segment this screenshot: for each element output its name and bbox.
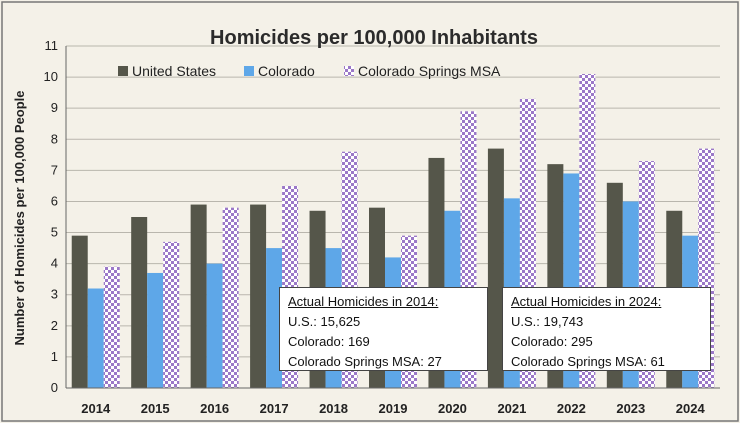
y-tick-label: 3 xyxy=(51,287,58,302)
bar-united-states-2016 xyxy=(190,204,207,388)
legend-swatch xyxy=(344,66,354,76)
bar-colorado-2014 xyxy=(87,288,104,388)
legend-label: Colorado Springs MSA xyxy=(358,63,501,79)
y-axis-label: Number of Homicides per 100,000 People xyxy=(12,90,27,345)
y-tick-label: 6 xyxy=(51,193,58,208)
annotation-line: Colorado Springs MSA: 27 xyxy=(288,354,442,369)
annotation-title: Actual Homicides in 2024: xyxy=(511,294,662,309)
y-tick-label: 5 xyxy=(51,225,58,240)
y-tick-label: 10 xyxy=(44,69,58,84)
bar-colorado-springs-msa-2015 xyxy=(163,241,180,388)
legend-label: Colorado xyxy=(258,63,315,79)
x-tick-label: 2014 xyxy=(81,401,111,416)
legend-label: United States xyxy=(132,63,216,79)
y-tick-label: 9 xyxy=(51,100,58,115)
y-tick-label: 8 xyxy=(51,131,58,146)
y-tick-label: 0 xyxy=(51,380,58,395)
x-tick-label: 2023 xyxy=(616,401,645,416)
bar-colorado-springs-msa-2014 xyxy=(103,266,120,388)
annotation-line: Colorado: 295 xyxy=(511,334,593,349)
x-tick-label: 2018 xyxy=(319,401,348,416)
y-tick-label: 4 xyxy=(51,256,58,271)
y-tick-label: 11 xyxy=(45,38,59,53)
bar-colorado-springs-msa-2016 xyxy=(222,207,239,388)
y-tick-label: 2 xyxy=(51,318,58,333)
chart-title: Homicides per 100,000 Inhabitants xyxy=(210,27,538,49)
x-tick-label: 2021 xyxy=(497,401,526,416)
x-tick-label: 2019 xyxy=(379,401,408,416)
annotation-title: Actual Homicides in 2014: xyxy=(288,294,439,309)
bar-united-states-2015 xyxy=(131,217,148,388)
legend-swatch xyxy=(244,66,254,76)
annotation-line: U.S.: 15,625 xyxy=(288,314,361,329)
annotation-line: U.S.: 19,743 xyxy=(511,314,584,329)
x-tick-label: 2016 xyxy=(200,401,229,416)
annotation-line: Colorado: 169 xyxy=(288,334,370,349)
x-tick-label: 2015 xyxy=(141,401,170,416)
bar-united-states-2017 xyxy=(250,204,267,388)
x-tick-label: 2017 xyxy=(260,401,289,416)
x-tick-label: 2024 xyxy=(676,401,706,416)
legend: United States Colorado Colorado Springs MS… xyxy=(118,63,501,79)
annotation-2024: Actual Homicides in 2024: U.S.: 19,743 C… xyxy=(502,287,711,371)
bar-colorado-2016 xyxy=(206,263,223,388)
annotation-2014: Actual Homicides in 2014: U.S.: 15,625 C… xyxy=(279,287,488,371)
legend-swatch xyxy=(118,66,128,76)
annotation-line: Colorado Springs MSA: 61 xyxy=(511,354,665,369)
x-tick-label: 2022 xyxy=(557,401,586,416)
x-tick-label: 2020 xyxy=(438,401,467,416)
y-tick-label: 7 xyxy=(51,162,58,177)
bar-united-states-2014 xyxy=(71,235,88,388)
bar-united-states-2021 xyxy=(487,148,504,388)
y-tick-label: 1 xyxy=(51,349,58,364)
bar-colorado-2015 xyxy=(147,272,164,388)
bar-colorado-2017 xyxy=(266,248,283,388)
